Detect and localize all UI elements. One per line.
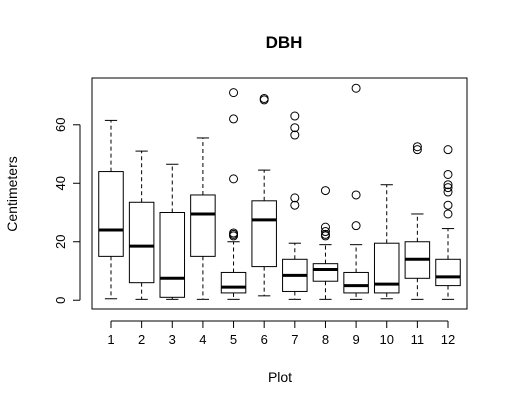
x-tick-label: 3 — [169, 332, 176, 347]
x-tick-label: 10 — [379, 332, 393, 347]
x-axis: 1 2 3 4 5 6 7 8 9 10 11 12 — [107, 320, 455, 347]
y-axis: 0 20 40 60 — [53, 118, 81, 304]
outlier-point — [351, 190, 361, 200]
outlier-point — [443, 187, 453, 197]
outlier-point — [229, 174, 239, 184]
box-plot-3 — [159, 163, 186, 300]
box-iqr — [98, 171, 124, 257]
outlier-point — [320, 186, 330, 196]
outlier-point — [290, 193, 300, 203]
x-tick-label: 1 — [107, 332, 114, 347]
x-tick-label: 11 — [411, 332, 425, 347]
outlier-point — [412, 145, 422, 155]
box-iqr — [435, 258, 461, 287]
outlier-point — [229, 88, 239, 98]
box-plot-12 — [435, 145, 461, 300]
x-tick-label: 2 — [138, 332, 145, 347]
y-tick-label: 20 — [53, 235, 68, 249]
plot-frame — [91, 77, 468, 310]
y-axis-label: Centimeters — [4, 156, 20, 231]
box-plot-9 — [343, 83, 369, 300]
outlier-point — [443, 169, 453, 179]
box-iqr — [159, 212, 186, 298]
outlier-point — [320, 227, 330, 237]
outlier-point — [229, 228, 239, 238]
box-iqr — [220, 271, 247, 294]
box-plot-6 — [251, 93, 277, 297]
outlier-point — [443, 200, 453, 210]
x-tick-label: 12 — [441, 332, 455, 347]
outlier-point — [412, 142, 422, 152]
outlier-point — [229, 114, 239, 124]
box-plot-10 — [373, 184, 400, 300]
box-plot-7 — [282, 111, 308, 300]
box-plot-11 — [404, 142, 431, 300]
outlier-point — [443, 180, 453, 190]
x-axis-label: Plot — [268, 369, 292, 385]
outlier-point — [443, 183, 453, 193]
x-tick-label: 7 — [291, 332, 298, 347]
x-tick-label: 8 — [322, 332, 329, 347]
box-iqr — [128, 201, 155, 284]
y-tick-label: 60 — [53, 118, 68, 132]
x-tick-label: 9 — [352, 332, 359, 347]
box-iqr — [190, 194, 216, 257]
box-plot-2 — [128, 150, 155, 300]
outlier-point — [290, 130, 300, 140]
outlier-point — [320, 229, 330, 239]
outlier-point — [443, 209, 453, 219]
box-plot-5 — [220, 88, 247, 300]
box-plot-8 — [312, 186, 339, 300]
chart-title: DBH — [266, 33, 303, 52]
x-tick-label: 6 — [261, 332, 268, 347]
x-tick-label: 4 — [199, 332, 206, 347]
y-tick-label: 0 — [53, 297, 68, 304]
outlier-point — [351, 83, 361, 93]
outlier-point — [290, 200, 300, 210]
box-iqr — [251, 200, 277, 268]
box-plot-4 — [190, 137, 216, 300]
outlier-point — [290, 123, 300, 133]
y-tick-label: 40 — [53, 176, 68, 190]
boxes-group — [98, 83, 461, 300]
outlier-point — [290, 111, 300, 121]
outlier-point — [320, 222, 330, 232]
box-plot-1 — [98, 119, 124, 300]
outlier-point — [259, 93, 269, 103]
outlier-point — [443, 145, 453, 155]
box-iqr — [343, 271, 369, 294]
x-tick-label: 5 — [230, 332, 237, 347]
box-iqr — [312, 263, 339, 282]
outlier-point — [351, 221, 361, 231]
